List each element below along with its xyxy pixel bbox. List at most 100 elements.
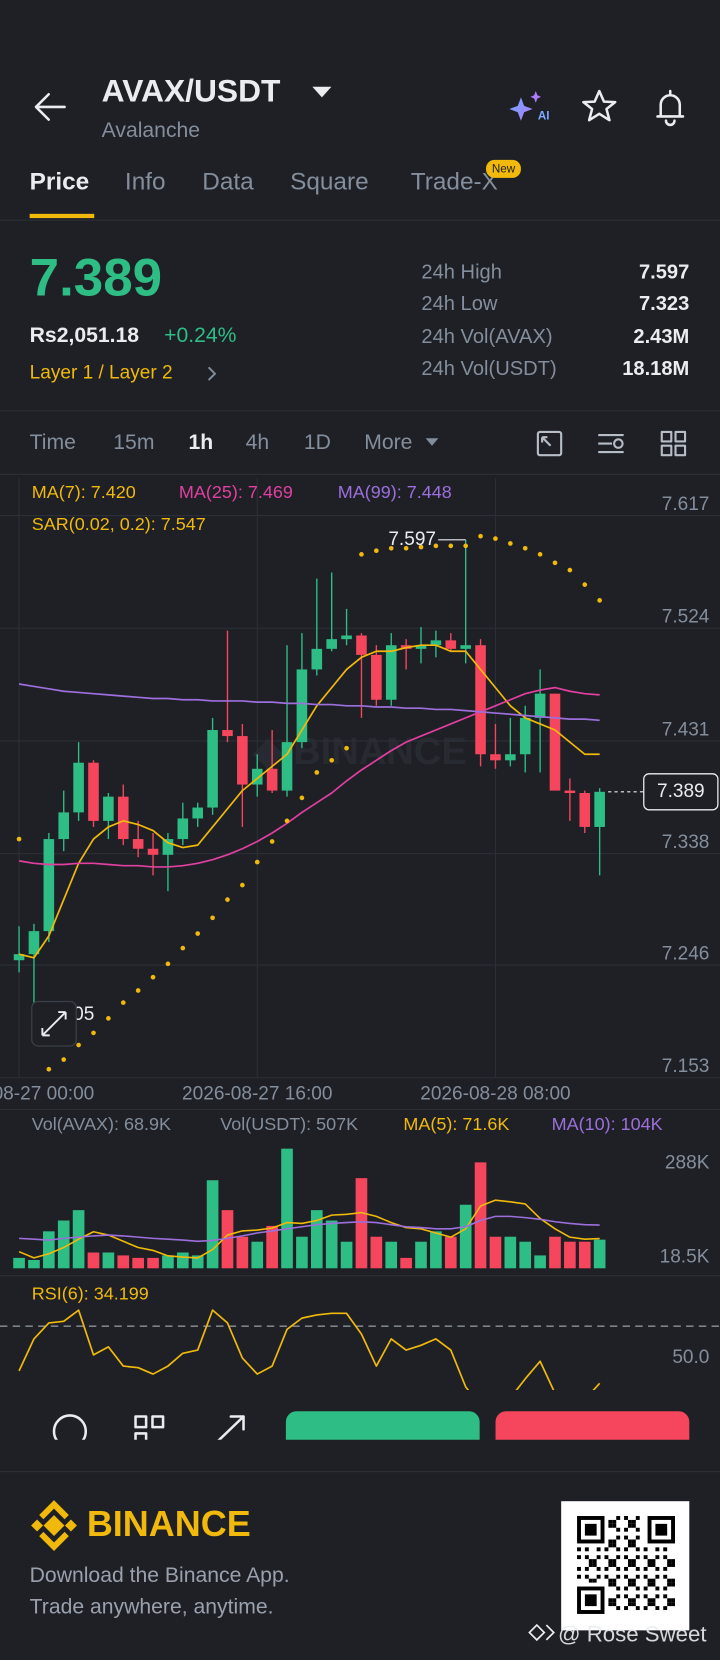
qr-module <box>624 1555 628 1560</box>
volume-bar <box>236 1236 249 1269</box>
legend-entry: RSI(6): 34.199 <box>32 1284 149 1304</box>
interval[interactable]: 4h <box>246 431 270 454</box>
icon <box>151 1415 165 1429</box>
qr-module <box>608 1598 613 1603</box>
sar-dot <box>478 533 483 539</box>
logo-part <box>39 1500 69 1520</box>
qr-module <box>663 1606 668 1611</box>
tab[interactable]: Info <box>125 169 166 196</box>
stat-value: 7.597 <box>639 261 689 283</box>
chat-button[interactable] <box>52 1414 88 1447</box>
qr-module <box>616 1516 621 1520</box>
volume-bar <box>191 1255 204 1269</box>
category-tags[interactable]: Layer 1 / Layer 2 <box>30 363 173 384</box>
y-tick-label: 7.338 <box>662 832 710 853</box>
sar-dot <box>388 545 394 551</box>
volume-bar <box>340 1241 353 1269</box>
interval[interactable]: 1h <box>188 431 213 454</box>
tab[interactable]: Trade-X <box>411 169 498 196</box>
volume-bar <box>370 1236 383 1269</box>
interval[interactable]: Time <box>30 431 76 454</box>
volume-bar <box>87 1252 100 1269</box>
candle-body <box>356 635 367 655</box>
qr-module <box>604 1574 609 1579</box>
qr-module <box>588 1563 593 1567</box>
trade-button[interactable] <box>217 1415 245 1442</box>
qr-module <box>667 1563 672 1567</box>
qr-module <box>624 1527 628 1532</box>
ai-button[interactable]: AI <box>509 91 550 123</box>
sar-dot <box>76 1042 81 1048</box>
grid-button[interactable] <box>134 1415 165 1445</box>
chart-settings[interactable] <box>536 430 687 457</box>
footer-text: Trade anywhere, anytime. <box>30 1596 274 1619</box>
last-price-tag <box>643 773 719 811</box>
qr-module <box>624 1586 628 1591</box>
sell-button[interactable] <box>495 1411 690 1464</box>
candle-body <box>266 768 278 791</box>
candle-body <box>28 931 40 955</box>
interval[interactable]: 1D <box>304 431 331 454</box>
volume-label: Vol(USDT): 507K <box>220 1114 358 1134</box>
back-button[interactable] <box>34 92 66 121</box>
sar-dot <box>567 567 573 573</box>
interval[interactable]: More <box>364 431 412 454</box>
qr-module <box>612 1582 617 1587</box>
alert-button[interactable] <box>656 89 685 127</box>
qr-module <box>624 1535 628 1540</box>
qr-module <box>616 1566 621 1571</box>
volume-bar <box>117 1255 130 1269</box>
qr-module <box>616 1555 621 1560</box>
qr-module <box>577 1547 581 1552</box>
candle-body <box>579 793 591 827</box>
icon <box>674 444 687 457</box>
qr-module <box>577 1566 581 1571</box>
qr-module <box>655 1594 660 1599</box>
chart-labels: 7.153 7.246 7.338 7.431 7.524 7.617 2026-08-27… <box>0 482 710 1368</box>
volume-bar <box>43 1231 55 1269</box>
volume-bar <box>430 1231 442 1269</box>
interval[interactable]: 15m <box>113 431 154 454</box>
qr-module <box>643 1594 648 1599</box>
candle-body <box>296 669 308 743</box>
qr-module <box>631 1539 636 1544</box>
x-tick-label: 2026-08-27 00:00 <box>0 1084 94 1105</box>
stat-label: 24h Vol(AVAX) <box>421 326 552 348</box>
stat-value: 2.43M <box>633 326 689 348</box>
qr-module <box>647 1602 652 1607</box>
pair-dropdown[interactable] <box>312 86 332 98</box>
volume-bar <box>459 1204 472 1269</box>
action-bar-content <box>52 1411 690 1464</box>
sar-dot <box>374 548 379 554</box>
qr-module <box>651 1559 656 1564</box>
pair-title[interactable]: AVAX/USDT <box>102 73 281 109</box>
qr-module <box>627 1582 632 1587</box>
favorite-button[interactable] <box>582 89 617 122</box>
more-dropdown[interactable] <box>425 438 439 446</box>
qr-module <box>671 1598 675 1603</box>
qr-module <box>631 1543 636 1548</box>
qr-module <box>663 1574 668 1579</box>
qr-module <box>616 1535 621 1540</box>
qr-module <box>635 1606 640 1611</box>
ai-spark <box>530 91 542 103</box>
qr-module <box>643 1555 648 1560</box>
volume-bar <box>132 1257 144 1269</box>
candle-body <box>415 645 427 649</box>
y-tick-label: 288K <box>665 1153 710 1174</box>
tab[interactable]: Price <box>30 169 90 196</box>
buy-button[interactable] <box>285 1411 480 1464</box>
qr-module <box>592 1559 597 1564</box>
qr-module <box>663 1566 668 1571</box>
candle-body <box>147 848 159 855</box>
candle-body <box>490 754 501 761</box>
y-tick-label: 18.5K <box>660 1247 710 1268</box>
volume-bar <box>534 1255 546 1269</box>
sar-dot <box>91 1030 96 1036</box>
tab[interactable]: Square <box>290 169 369 196</box>
candle-body <box>534 693 546 718</box>
volume-bar <box>57 1220 70 1269</box>
sar-dot <box>403 545 409 551</box>
qr-module <box>616 1606 621 1611</box>
tab[interactable]: Data <box>202 169 254 196</box>
